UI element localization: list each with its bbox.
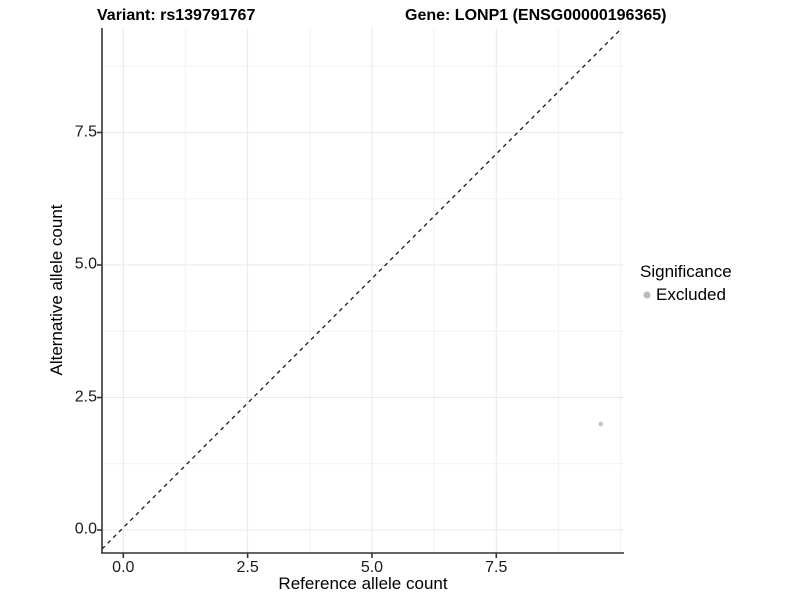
x-tick-label: 5.0 — [360, 559, 384, 576]
plot-title-variant: Variant: rs139791767 — [97, 7, 256, 24]
y-tick-label: 2.5 — [74, 388, 97, 406]
legend-title: Significance — [640, 262, 732, 281]
identity-dashed-line — [101, 27, 623, 550]
x-tick-label: 2.5 — [236, 559, 259, 576]
data-point — [598, 421, 604, 427]
y-tick-label: 5.0 — [74, 255, 97, 273]
plot-title-gene: Gene: LONP1 (ENSG00000196365) — [405, 7, 667, 24]
x-tick-label: 0.0 — [112, 559, 135, 576]
legend-item-label: Excluded — [656, 285, 726, 304]
legend-point-icon — [643, 291, 651, 299]
y-axis-title: Alternative allele count — [47, 204, 66, 376]
y-tick-label: 7.5 — [74, 123, 97, 141]
x-axis-title: Reference allele count — [278, 574, 448, 593]
legend-item-excluded: Excluded — [638, 285, 732, 305]
legend-key — [638, 286, 656, 304]
y-tick-label: 0.0 — [74, 520, 97, 538]
x-tick-label: 7.5 — [485, 559, 508, 576]
legend: Significance Excluded — [638, 262, 732, 305]
